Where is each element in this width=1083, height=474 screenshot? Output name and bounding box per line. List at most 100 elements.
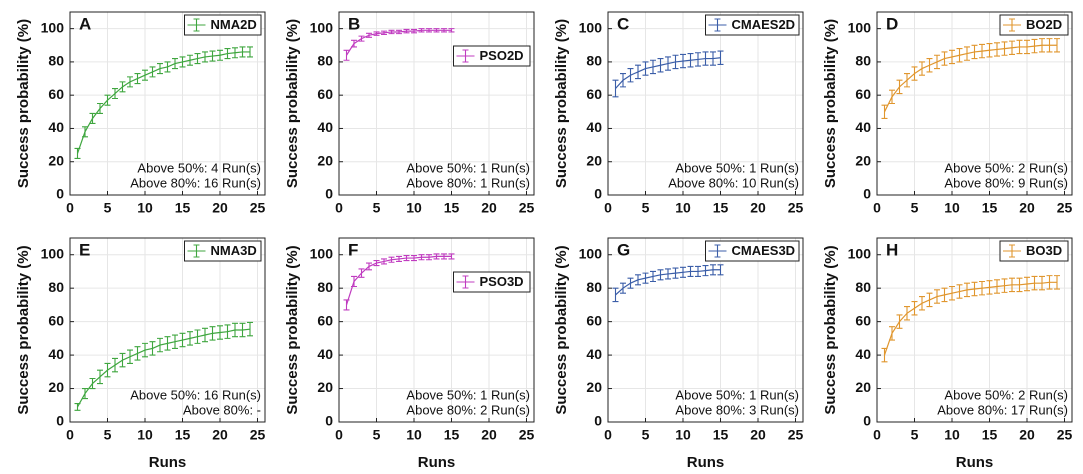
x-tick-label: 10 bbox=[675, 427, 691, 443]
error-bar bbox=[112, 87, 118, 100]
error-bar bbox=[119, 81, 126, 93]
error-bar bbox=[881, 347, 888, 363]
y-tick-label: 20 bbox=[586, 152, 602, 168]
legend-label: BO2D bbox=[1026, 17, 1062, 32]
y-axis-label: Success probability (%) bbox=[15, 19, 32, 188]
y-tick-label: 80 bbox=[855, 279, 871, 295]
error-bar bbox=[994, 279, 1000, 294]
y-tick-label: 80 bbox=[586, 279, 602, 295]
legend-box bbox=[999, 14, 1069, 36]
error-bar bbox=[695, 52, 701, 67]
error-bar bbox=[224, 48, 231, 60]
y-tick-label: 20 bbox=[48, 152, 64, 168]
series-line bbox=[883, 44, 1057, 113]
x-tick-label: 10 bbox=[406, 427, 422, 443]
plot-area bbox=[339, 12, 534, 195]
error-bar bbox=[448, 253, 455, 260]
error-bar bbox=[949, 49, 955, 65]
y-tick-label: 100 bbox=[310, 19, 334, 35]
plot-area bbox=[608, 12, 803, 195]
panel-letter: H bbox=[886, 240, 898, 259]
legend-symbol bbox=[456, 275, 475, 289]
annotation: Above 80%: 9 Run(s) bbox=[944, 175, 1068, 190]
error-bar bbox=[104, 362, 111, 378]
y-tick-label: 80 bbox=[855, 53, 871, 69]
y-tick-label: 60 bbox=[317, 312, 333, 328]
error-bar bbox=[202, 51, 208, 63]
y-axis-label: Success probability (%) bbox=[553, 245, 570, 414]
error-bar bbox=[157, 63, 163, 75]
y-tick-label: 0 bbox=[594, 186, 602, 202]
error-bar bbox=[687, 53, 694, 68]
x-tick-label: 25 bbox=[519, 200, 535, 216]
error-bar bbox=[104, 94, 111, 106]
plot-frame bbox=[607, 11, 804, 196]
error-bar bbox=[358, 268, 365, 278]
error-bar bbox=[956, 284, 963, 299]
error-bar bbox=[403, 255, 410, 262]
legend-label: NMA2D bbox=[211, 17, 257, 32]
panel-letter: G bbox=[617, 240, 630, 259]
series-line bbox=[76, 328, 251, 408]
x-tick-label: 10 bbox=[944, 200, 960, 216]
y-tick-label: 40 bbox=[855, 119, 871, 135]
y-tick-label: 40 bbox=[317, 346, 333, 362]
legend-label: PSO2D bbox=[480, 48, 524, 63]
x-tick-label: 10 bbox=[406, 200, 422, 216]
series-line bbox=[883, 281, 1057, 356]
x-tick-label: 20 bbox=[212, 427, 228, 443]
error-bar bbox=[172, 58, 178, 70]
error-bar bbox=[941, 51, 948, 66]
x-tick-label: 25 bbox=[519, 427, 535, 443]
error-bar bbox=[1039, 275, 1045, 291]
x-tick-label: 0 bbox=[873, 427, 881, 443]
error-bar bbox=[620, 282, 626, 294]
error-bar bbox=[403, 28, 410, 34]
error-bar bbox=[650, 59, 656, 75]
y-axis-label: Success probability (%) bbox=[822, 19, 839, 188]
legend-symbol bbox=[187, 244, 206, 258]
y-tick-label: 60 bbox=[855, 86, 871, 102]
annotation: Above 50%: 1 Run(s) bbox=[675, 160, 799, 175]
y-tick-label: 60 bbox=[586, 86, 602, 102]
error-bar bbox=[247, 321, 253, 337]
error-bar bbox=[232, 47, 238, 59]
error-bar bbox=[157, 337, 163, 353]
error-bar bbox=[441, 28, 447, 33]
y-tick-label: 20 bbox=[317, 152, 333, 168]
panel-letter: F bbox=[348, 240, 358, 259]
x-tick-label: 0 bbox=[335, 427, 343, 443]
y-tick-label: 80 bbox=[317, 53, 333, 69]
legend-symbol bbox=[708, 244, 727, 258]
error-bar bbox=[149, 66, 156, 78]
error-bar bbox=[1054, 38, 1060, 53]
x-tick-label: 20 bbox=[750, 200, 766, 216]
error-bar bbox=[1046, 275, 1053, 290]
legend-box bbox=[705, 14, 800, 36]
x-axis-label: Runs bbox=[418, 454, 456, 471]
legend-label: PSO3D bbox=[480, 274, 524, 289]
error-bar bbox=[74, 147, 81, 159]
annotation: Above 50%: 1 Run(s) bbox=[675, 387, 799, 402]
legend-box bbox=[184, 240, 262, 262]
error-bar bbox=[1009, 277, 1015, 293]
x-tick-label: 0 bbox=[873, 200, 881, 216]
y-axis-label: Success probability (%) bbox=[553, 19, 570, 188]
error-bar bbox=[127, 76, 133, 88]
y-tick-label: 60 bbox=[48, 312, 64, 328]
error-bar bbox=[441, 253, 447, 260]
error-bar bbox=[642, 61, 649, 76]
y-tick-label: 20 bbox=[317, 379, 333, 395]
error-bar bbox=[889, 326, 895, 341]
error-bar bbox=[411, 255, 417, 262]
error-bar bbox=[627, 68, 634, 83]
error-bar bbox=[381, 30, 387, 36]
error-bar bbox=[134, 346, 141, 361]
error-bar bbox=[411, 28, 417, 34]
legend-box bbox=[184, 14, 262, 36]
x-tick-label: 5 bbox=[642, 200, 650, 216]
error-bar bbox=[672, 267, 679, 279]
error-bar bbox=[1016, 39, 1023, 55]
y-tick-label: 60 bbox=[317, 86, 333, 102]
error-bar bbox=[717, 264, 724, 276]
